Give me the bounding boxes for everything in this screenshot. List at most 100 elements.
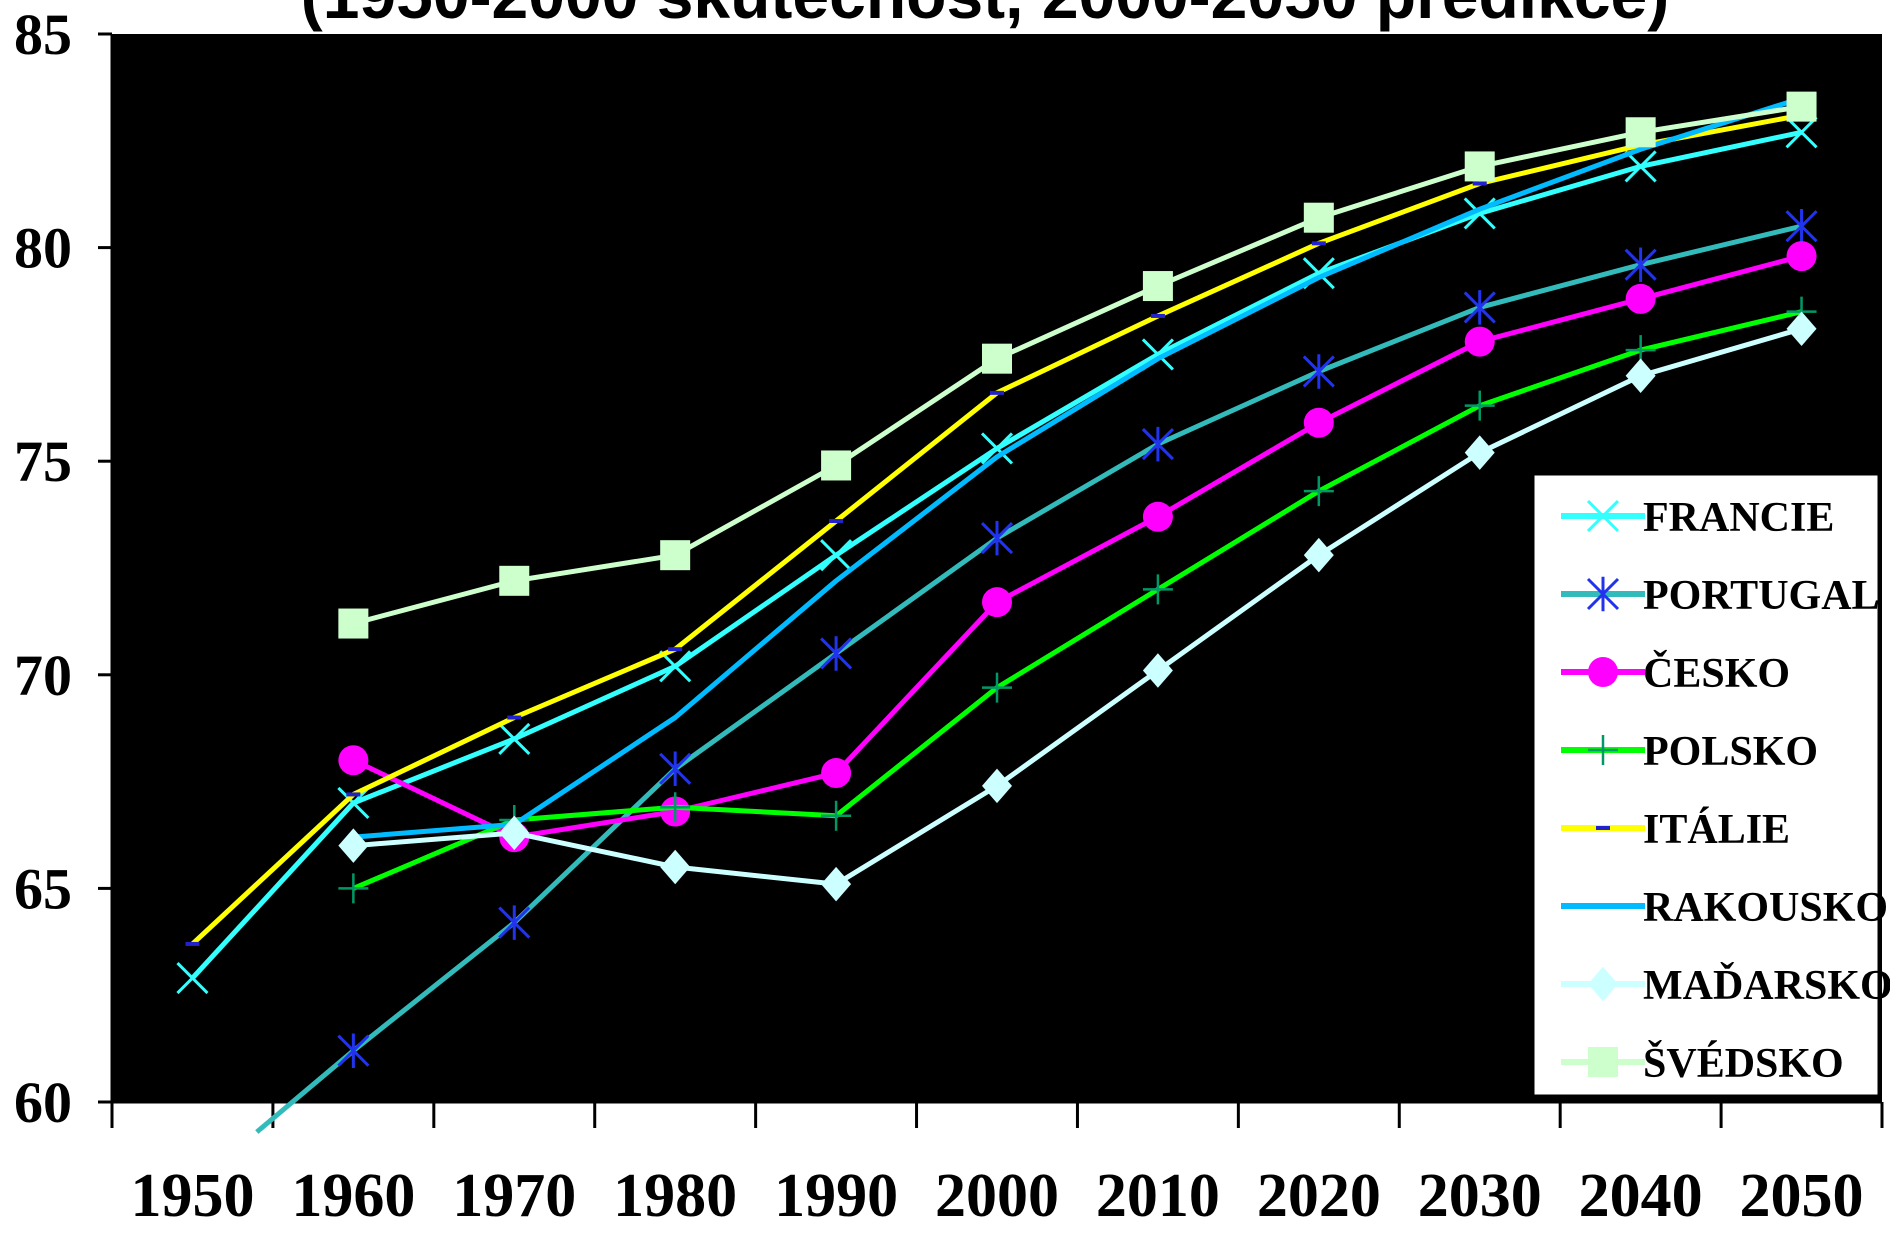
data-point [1463,290,1496,325]
legend-item-cesko: ČESKO [1561,649,1790,697]
data-point [980,432,1014,465]
data-point [1624,150,1657,183]
data-point [1303,476,1334,507]
data-point [338,608,369,639]
legend-label: PORTUGAL [1643,573,1880,619]
y-tick-label: 65 [14,856,72,921]
x-tick-label: 1970 [452,1162,576,1230]
data-point [1625,117,1656,148]
data-point [1625,283,1656,314]
legend-label: MAĎARSKO [1643,962,1890,1009]
y-tick-label: 60 [14,1070,72,1135]
legend-item-svedsko: ŠVÉDSKO [1561,1039,1844,1087]
legend-label: RAKOUSKO [1643,885,1888,931]
data-point [982,672,1012,703]
data-point [338,745,369,776]
data-point [1786,311,1817,347]
data-point [821,758,852,789]
legend-marker [1588,966,1618,1002]
series-layer [176,91,1818,1134]
data-point [1303,407,1334,438]
series-polsko [338,296,1817,904]
data-point [337,1033,370,1068]
x-tick-label: 2050 [1740,1162,1864,1230]
data-point [1302,354,1335,389]
data-point [982,343,1012,374]
legend-item-rakousko: RAKOUSKO [1561,885,1888,931]
legend-marker [1588,735,1618,765]
axes: 60 65 70 75 80 85 1950 1960 1970 1980 1990 2000 2010… [14,2,1884,1230]
y-tick-label: 85 [14,2,72,67]
data-point [338,828,369,863]
data-point [821,866,852,902]
data-point [1625,358,1656,394]
legend-item-francie: FRANCIE [1561,495,1834,541]
series-francie [176,116,1818,995]
x-tick-label: 1990 [774,1162,898,1230]
data-point [1785,208,1818,244]
legend-item-madarsko: MAĎARSKO [1561,962,1890,1009]
data-point [498,905,531,940]
data-point [1303,537,1334,573]
x-tick-label: 2030 [1418,1162,1542,1230]
legend-label: POLSKO [1643,729,1818,775]
data-point [1141,426,1174,462]
data-point [1142,653,1173,688]
series-line [352,253,1803,840]
legend-marker [1588,1047,1618,1077]
legend-marker [1588,657,1618,687]
data-point [659,650,692,683]
legend-item-italie: ITÁLIE [1561,806,1790,853]
series-line [353,326,1803,887]
x-tick-label: 2020 [1257,1162,1381,1230]
x-tick-label: 2010 [1096,1162,1220,1230]
legend-label: ŠVÉDSKO [1643,1039,1844,1087]
data-point [820,539,853,572]
data-point [1464,326,1495,357]
series-line [352,309,1803,891]
data-point [1786,241,1817,272]
x-tick-label: 1950 [130,1162,254,1230]
data-point [1464,151,1495,182]
series-line [352,104,1802,626]
data-point [1142,271,1173,302]
x-tick-label: 1960 [291,1162,415,1230]
data-point [660,540,691,571]
series-portugal [255,208,1818,1134]
legend-item-polsko: POLSKO [1561,729,1818,775]
y-tick-label: 75 [14,429,72,494]
data-point [821,450,852,481]
data-point [1786,91,1817,122]
x-tick-label: 2040 [1579,1162,1703,1230]
data-point [659,751,692,787]
data-point [1303,202,1334,233]
data-point [1142,501,1173,532]
data-point [660,792,691,823]
data-point [1464,435,1495,470]
data-point [1624,247,1657,282]
series-rakousko [353,95,1803,840]
data-point [337,786,370,820]
x-tick-label: 1980 [613,1162,737,1230]
data-point [499,815,530,851]
data-point [498,722,531,755]
y-tick-label: 70 [14,643,72,708]
data-point [338,873,369,904]
data-point [820,636,853,671]
legend: FRANCIE PORTUGAL ČESKO POLSKO ITÁLIE RAKOUSKO… [1531,472,1890,1098]
legend-label: ČESKO [1643,649,1790,697]
legend-marker [1586,576,1620,612]
legend-item-portugal: PORTUGAL [1561,573,1880,619]
data-point [982,587,1012,618]
legend-label: ITÁLIE [1643,806,1790,853]
chart-title: (1950-2000 skutečnost, 2000-2050 predikc… [301,0,1669,32]
y-tick-label: 80 [14,216,72,281]
data-point [1464,390,1495,421]
x-tick-label: 2000 [935,1162,1059,1230]
data-point [660,849,691,885]
legend-label: FRANCIE [1643,495,1834,541]
legend-box [1531,472,1881,1098]
data-point [176,962,209,995]
